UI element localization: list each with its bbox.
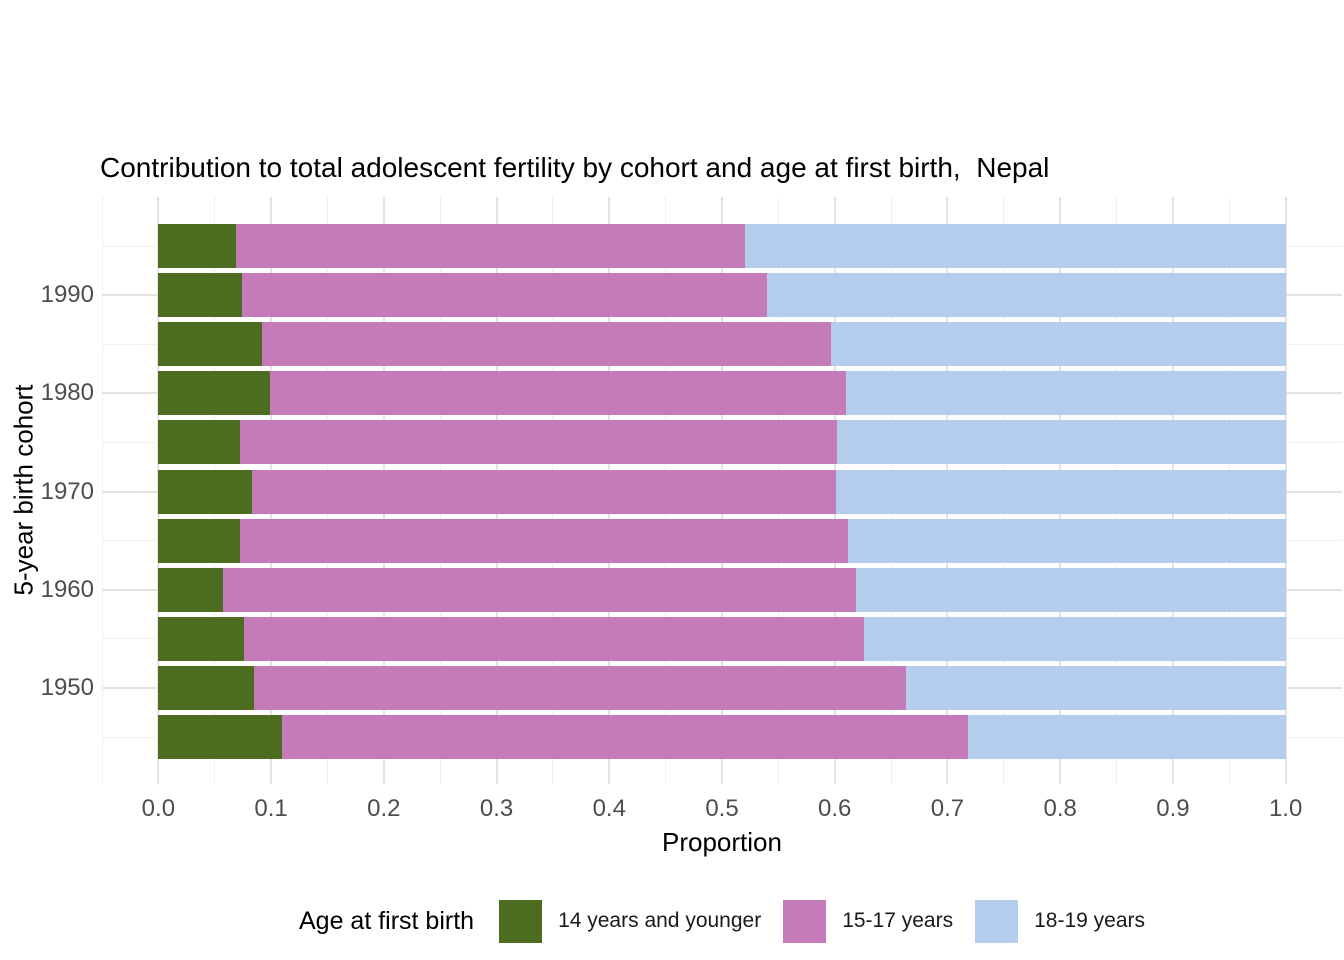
- x-tick-label: 0.5: [705, 795, 739, 822]
- legend-item: 14 years and younger: [499, 899, 762, 943]
- bar-segment-1950: [254, 665, 906, 710]
- bar-segment-1970: [251, 469, 836, 514]
- bar-segment-1990: [241, 273, 768, 318]
- x-tick-label: 0.0: [141, 795, 176, 822]
- bar-segment-1960: [158, 567, 223, 612]
- plot-panel: [102, 197, 1342, 784]
- x-tick-label: 0.2: [367, 795, 401, 822]
- legend-title: Age at first birth: [298, 906, 475, 935]
- x-tick-label: 0.9: [1156, 795, 1190, 822]
- y-tick-label: 1950: [40, 673, 94, 701]
- legend-label: 18-19 years: [1034, 909, 1146, 932]
- legend-label: 15-17 years: [842, 909, 954, 932]
- legend-swatch-icon: [499, 899, 543, 943]
- bar-segment-1985: [262, 322, 832, 367]
- bar-segment-1995: [158, 224, 237, 268]
- x-axis-title: Proportion: [662, 827, 782, 857]
- y-tick-label: 1960: [40, 575, 94, 603]
- bar-segment-1945: [282, 715, 968, 759]
- bar-segment-1950: [905, 665, 1286, 710]
- x-tick-label: 1.0: [1268, 795, 1303, 822]
- bar-segment-1980: [846, 371, 1286, 416]
- bar-segment-1960: [856, 567, 1286, 612]
- y-axis-title: 5-year birth cohort: [8, 384, 39, 596]
- legend-item: 15-17 years: [783, 899, 954, 943]
- x-tick-label: 0.6: [818, 795, 852, 822]
- bar-segment-1965: [158, 518, 240, 563]
- bar-segment-1970: [158, 469, 252, 514]
- legend-item: 18-19 years: [975, 899, 1146, 943]
- bar-segment-1965: [239, 518, 849, 563]
- x-tick-label: 0.1: [254, 795, 288, 822]
- chart-title: Contribution to total adolescent fertili…: [100, 152, 1050, 183]
- x-tick-label: 0.8: [1043, 795, 1077, 822]
- bar-segment-1955: [864, 616, 1286, 661]
- bar-segment-1960: [222, 567, 857, 612]
- legend-swatch-icon: [975, 899, 1019, 943]
- legend-swatch-icon: [783, 899, 827, 943]
- bar-segment-1955: [158, 616, 245, 661]
- x-tick-label: 0.3: [479, 795, 514, 822]
- bar-segment-1975: [158, 420, 240, 465]
- bar-segment-1945: [158, 715, 283, 759]
- bar-segment-1990: [158, 273, 242, 318]
- bar-segment-1965: [848, 518, 1286, 563]
- y-tick-label: 1970: [40, 477, 94, 505]
- bar-segment-1950: [158, 665, 255, 710]
- x-tick-label: 0.4: [592, 795, 626, 822]
- y-tick-label: 1990: [40, 281, 94, 309]
- bar-segment-1985: [158, 322, 263, 367]
- bar-segment-1990: [767, 273, 1286, 318]
- bar-segment-1975: [239, 420, 837, 465]
- legend-label: 14 years and younger: [558, 909, 762, 932]
- x-tick-label: 0.7: [930, 795, 965, 822]
- y-tick-label: 1980: [40, 379, 94, 407]
- bar-segment-1995: [744, 224, 1286, 268]
- legend-items: 14 years and younger 15-17 years 18-19 yea…: [499, 899, 1146, 943]
- bar-segment-1945: [967, 715, 1286, 759]
- bar-segment-1995: [236, 224, 745, 268]
- bar-segment-1980: [269, 371, 846, 416]
- bar-segment-1975: [836, 420, 1286, 465]
- bar-segment-1970: [835, 469, 1286, 514]
- legend: Age at first birth 14 years and younger 1…: [102, 896, 1342, 946]
- bar-segment-1980: [158, 371, 270, 416]
- bar-segment-1985: [831, 322, 1286, 367]
- bar-segment-1955: [244, 616, 865, 661]
